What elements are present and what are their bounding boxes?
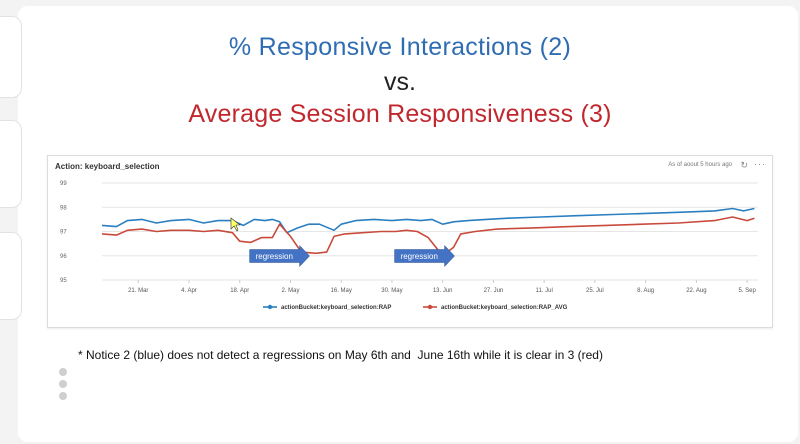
- last-updated-status: As of aoout 5 hours ago: [668, 162, 732, 168]
- x-tick-label: 16. May: [331, 288, 352, 294]
- x-tick-label: 13. Jun: [433, 288, 453, 294]
- chart-panel: 95 96 97 98 99 21. Mar 4. Apr 18. Apr 2. May 16. …: [47, 155, 773, 328]
- left-panel-tab[interactable]: [0, 16, 22, 98]
- legend-marker: [427, 304, 433, 310]
- series-line: [101, 207, 755, 234]
- y-tick-label: 99: [60, 181, 67, 187]
- line-chart: 95 96 97 98 99 21. Mar 4. Apr 18. Apr 2. May 16. …: [60, 181, 758, 311]
- dot-icon: [59, 392, 67, 400]
- y-tick-label: 97: [60, 230, 67, 236]
- legend-label: actionBucket:keyboard_selection:RAP_AVG: [441, 305, 568, 311]
- dot-icon: [59, 380, 67, 388]
- legend-marker: [267, 304, 273, 310]
- y-tick-label: 95: [60, 278, 67, 284]
- refresh-icon[interactable]: ↻: [740, 160, 748, 170]
- series-line: [101, 216, 755, 257]
- left-panel-tab[interactable]: [0, 120, 22, 208]
- regression-arrow-icon: [249, 244, 310, 268]
- x-tick-label: 30. May: [381, 288, 402, 294]
- x-tick-label: 21. Mar: [128, 288, 148, 294]
- slide-title-line2: vs.: [384, 68, 416, 96]
- x-tick-label: 18. Apr: [230, 288, 249, 294]
- y-tick-label: 96: [60, 254, 67, 260]
- legend-label: actionBucket:keyboard_selection:RAP: [281, 305, 391, 311]
- footnote-text: * Notice 2 (blue) does not detect a regr…: [78, 348, 603, 362]
- left-panel-tab[interactable]: [0, 232, 22, 320]
- regression-label: regression: [401, 252, 438, 261]
- x-tick-label: 4. Apr: [181, 288, 197, 294]
- regression-arrow-icon: [394, 244, 455, 268]
- x-tick-label: 2. May: [281, 288, 299, 294]
- x-tick-label: 22. Aug: [686, 288, 706, 294]
- x-tick-label: 27. Jun: [484, 288, 504, 294]
- slide-title-line3: Average Session Responsiveness (3): [188, 100, 612, 128]
- x-tick-label: 25. Jul: [586, 288, 604, 294]
- x-tick-label: 8. Aug: [637, 288, 654, 294]
- x-tick-label: 11. Jul: [536, 288, 553, 294]
- y-tick-label: 98: [60, 205, 67, 211]
- chart-title: Action: keyboard_selection: [55, 162, 160, 171]
- dot-icon: [59, 368, 67, 376]
- x-tick-label: 5. Sep: [738, 288, 756, 294]
- mouse-cursor-icon: [230, 217, 241, 232]
- drag-handle[interactable]: [59, 368, 67, 404]
- slide-title-line1: % Responsive Interactions (2): [228, 33, 572, 61]
- more-icon[interactable]: ···: [754, 159, 766, 169]
- regression-label: regression: [256, 252, 293, 261]
